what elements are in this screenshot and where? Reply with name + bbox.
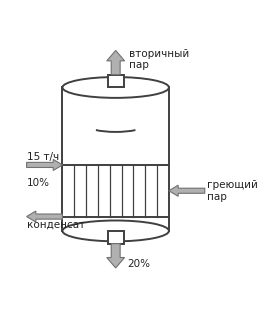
Bar xyxy=(108,75,124,88)
Text: конденсат: конденсат xyxy=(27,220,85,230)
Text: греющий
пар: греющий пар xyxy=(207,180,258,202)
Text: вторичный
пар: вторичный пар xyxy=(129,49,189,70)
FancyArrow shape xyxy=(169,185,205,196)
Text: 10%: 10% xyxy=(27,178,50,188)
Ellipse shape xyxy=(62,77,169,98)
Text: 20%: 20% xyxy=(127,259,150,269)
FancyArrow shape xyxy=(107,50,124,75)
FancyArrow shape xyxy=(107,244,124,268)
FancyArrow shape xyxy=(27,159,62,171)
Ellipse shape xyxy=(62,221,169,241)
Bar xyxy=(62,88,169,231)
Bar xyxy=(108,231,124,244)
Text: 15 т/ч: 15 т/ч xyxy=(27,152,59,162)
FancyArrow shape xyxy=(27,211,62,222)
